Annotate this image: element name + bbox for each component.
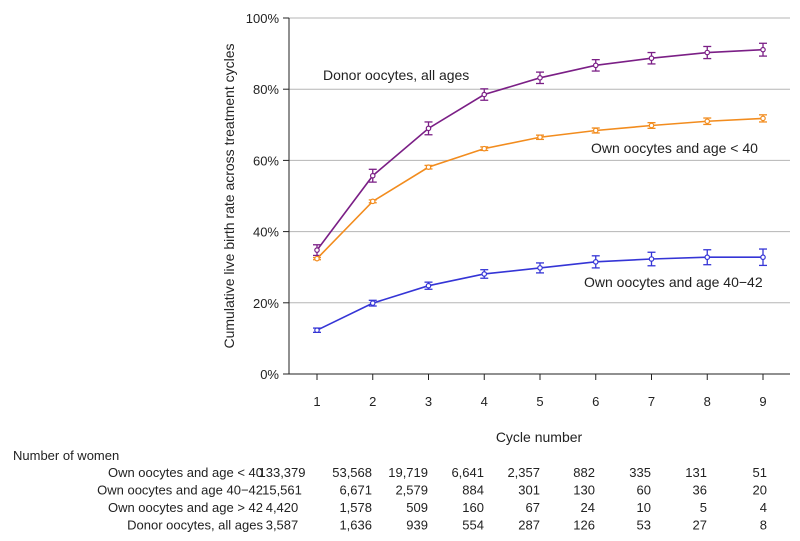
x-tick-label: 3 xyxy=(425,394,432,409)
table-cell: 133,379 xyxy=(259,465,306,480)
y-tick-label: 40% xyxy=(253,225,279,240)
table-cell: 131 xyxy=(685,465,707,480)
series-label: Own oocytes and age 40−42 xyxy=(584,274,763,290)
x-tick-label: 4 xyxy=(481,394,488,409)
table-row-label: Own oocytes and age < 40 xyxy=(108,465,263,480)
data-point xyxy=(760,254,766,261)
data-point xyxy=(369,172,376,179)
table-cell: 60 xyxy=(637,483,651,498)
data-point xyxy=(592,259,599,265)
table-cell: 509 xyxy=(406,500,428,515)
table-cell: 6,641 xyxy=(451,465,484,480)
table-cell: 19,719 xyxy=(388,465,428,480)
data-point xyxy=(481,145,488,152)
data-point xyxy=(481,271,488,277)
table-cell: 6,671 xyxy=(339,483,372,498)
y-tick-label: 0% xyxy=(260,367,279,382)
table-cell: 3,587 xyxy=(266,518,299,533)
table-cell: 53 xyxy=(637,518,651,533)
table-cell: 1,578 xyxy=(339,500,372,515)
table-cell: 51 xyxy=(753,465,767,480)
data-point xyxy=(704,118,711,125)
data-point xyxy=(537,265,543,271)
data-point xyxy=(425,164,432,170)
table-cell: 2,357 xyxy=(507,465,540,480)
table-cell: 53,568 xyxy=(332,465,372,480)
data-point xyxy=(537,75,543,81)
table-cell: 15,561 xyxy=(262,483,302,498)
table-cell: 335 xyxy=(629,465,651,480)
table-cell: 301 xyxy=(518,483,540,498)
table-cell: 10 xyxy=(637,500,651,515)
data-point xyxy=(648,55,655,62)
table-cell: 8 xyxy=(760,518,767,533)
table-cell: 554 xyxy=(462,518,484,533)
table-cell: 4 xyxy=(760,500,767,515)
table-cell: 5 xyxy=(700,500,707,515)
table-cell: 2,579 xyxy=(395,483,428,498)
series-2 xyxy=(313,114,767,262)
y-tick-label: 100% xyxy=(246,11,280,26)
x-axis-title: Cycle number xyxy=(496,429,583,445)
x-tick-label: 8 xyxy=(704,394,711,409)
data-point xyxy=(425,282,432,289)
x-tick-label: 2 xyxy=(369,394,376,409)
table-cell: 24 xyxy=(581,500,595,515)
gridlines xyxy=(289,17,790,304)
data-point xyxy=(760,115,766,122)
table-cell: 287 xyxy=(518,518,540,533)
y-tick-label: 60% xyxy=(253,153,279,168)
y-axis-title: Cumulative live birth rate across treatm… xyxy=(221,44,237,349)
table-cell: 67 xyxy=(526,500,540,515)
table-cell: 4,420 xyxy=(266,500,299,515)
table-cell: 882 xyxy=(573,465,595,480)
y-tick-label: 80% xyxy=(253,82,279,97)
table-cell: 27 xyxy=(693,518,707,533)
data-point xyxy=(648,122,655,129)
data-point xyxy=(537,134,543,141)
y-tick-label: 20% xyxy=(253,296,279,311)
data-point xyxy=(592,62,599,69)
data-point xyxy=(314,255,320,262)
data-point xyxy=(314,327,320,334)
series-layer xyxy=(313,42,767,334)
x-tick-label: 9 xyxy=(759,394,766,409)
table-cell: 130 xyxy=(573,483,595,498)
series-label: Own oocytes and age < 40 xyxy=(591,140,758,156)
x-tick-label: 6 xyxy=(592,394,599,409)
series-3 xyxy=(313,248,767,334)
data-point xyxy=(481,91,488,98)
table-cell: 36 xyxy=(693,483,707,498)
data-point xyxy=(369,198,376,205)
data-point xyxy=(592,127,599,134)
table-row-label: Donor oocytes, all ages xyxy=(127,518,263,533)
table-cell: 884 xyxy=(462,483,484,498)
series-label: Donor oocytes, all ages xyxy=(323,67,469,83)
table-title: Number of women xyxy=(13,448,119,463)
table-cell: 20 xyxy=(753,483,767,498)
x-tick-label: 1 xyxy=(313,394,320,409)
table-cell: 939 xyxy=(406,518,428,533)
x-tick-label: 7 xyxy=(648,394,655,409)
data-point xyxy=(314,247,320,253)
data-point xyxy=(425,125,432,132)
table-cell: 126 xyxy=(573,518,595,533)
table-cell: 160 xyxy=(462,500,484,515)
data-point xyxy=(369,300,376,306)
axes: 0% 20% 40% 60% 80% 100% 1 2 3 4 5 6 7 8 9 xyxy=(246,11,790,409)
series-labels: Donor oocytes, all ages Own oocytes and a… xyxy=(323,67,763,290)
table-row-label: Own oocytes and age > 42 xyxy=(108,500,263,515)
data-point xyxy=(704,254,711,261)
table-cell: 1,636 xyxy=(339,518,372,533)
data-point xyxy=(704,49,711,56)
data-point xyxy=(760,46,766,53)
data-point xyxy=(648,256,655,262)
x-tick-label: 5 xyxy=(536,394,543,409)
table-row-label: Own oocytes and age 40−42 xyxy=(97,483,263,498)
